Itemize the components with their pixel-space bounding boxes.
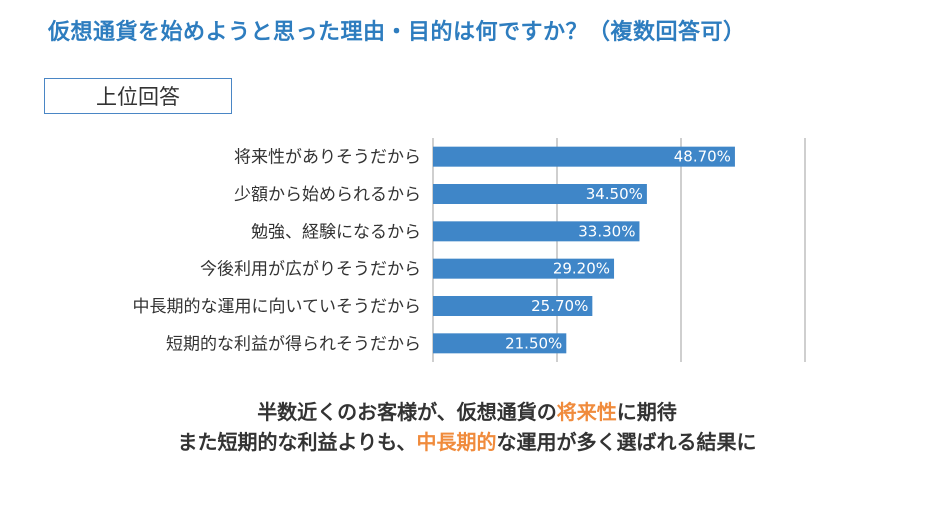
data-label: 25.70% — [531, 297, 588, 315]
category-label: 将来性がありそうだから — [234, 148, 421, 168]
bar — [433, 258, 615, 279]
category-label: 中長期的な運用に向いていそうだから — [133, 297, 422, 317]
summary-line-2-highlight: 中長期的 — [416, 430, 497, 454]
bar — [433, 221, 640, 242]
bar — [433, 296, 593, 316]
data-label: 21.50% — [505, 334, 562, 352]
data-label: 34.50% — [586, 185, 643, 203]
bar — [433, 333, 567, 354]
summary-line-1: 半数近くのお客様が、仮想通貨の将来性に期待 — [0, 396, 934, 425]
category-label: 今後利用が広がりそうだから — [200, 260, 421, 280]
summary-line-1-pre: 半数近くのお客様が、仮想通貨の — [257, 400, 557, 424]
data-label: 33.30% — [578, 222, 635, 240]
summary-line-1-highlight: 将来性 — [556, 400, 617, 424]
data-label: 29.20% — [553, 260, 610, 278]
page-title: 仮想通貨を始めようと思った理由・目的は何ですか？（複数回答可） — [48, 20, 746, 45]
summary-line-1-post: に期待 — [616, 400, 677, 424]
bar — [433, 184, 647, 204]
category-label: 少額から始められるから — [234, 185, 421, 205]
top-answers-badge: 上位回答 — [44, 78, 232, 114]
category-label: 短期的な利益が得られそうだから — [166, 334, 421, 354]
summary-line-2-pre: また短期的な利益よりも、 — [177, 430, 417, 454]
bar-chart: 将来性がありそうだから 48.70% 少額から始められるから 34.50% 勉強、経験に… — [133, 138, 806, 362]
summary-line-2-post: な運用が多く選ばれる結果に — [496, 430, 757, 454]
bar — [433, 146, 735, 167]
summary-line-2: また短期的な利益よりも、中長期的な運用が多く選ばれる結果に — [0, 426, 934, 455]
data-label: 48.70% — [674, 148, 731, 166]
category-label: 勉強、経験になるから — [251, 222, 421, 242]
